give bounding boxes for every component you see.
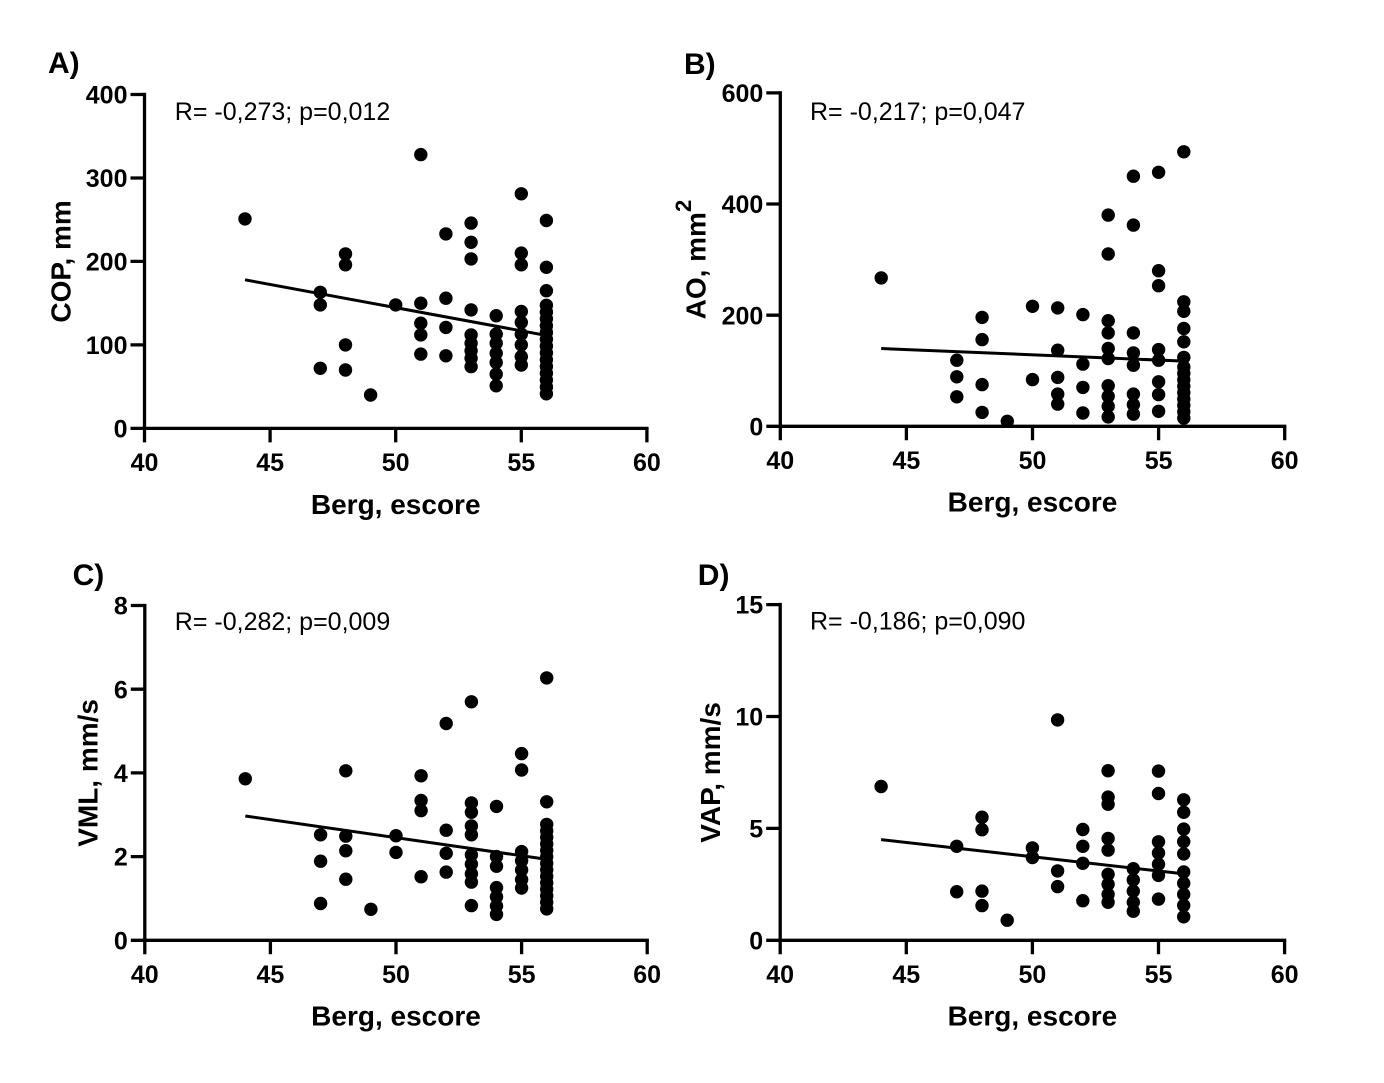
svg-text:2: 2 [114,844,128,872]
svg-text:0: 0 [749,413,763,441]
svg-text:VAP, mm/s: VAP, mm/s [695,702,726,843]
svg-text:Berg, escore: Berg, escore [311,489,481,520]
svg-text:400: 400 [722,191,764,219]
svg-text:45: 45 [256,961,284,989]
svg-text:A): A) [48,47,80,80]
svg-text:Berg, escore: Berg, escore [948,487,1118,518]
svg-text:45: 45 [256,449,284,477]
svg-text:0: 0 [114,416,128,444]
svg-text:0: 0 [114,927,128,955]
svg-text:5: 5 [749,816,763,844]
svg-text:10: 10 [735,704,763,732]
svg-text:0: 0 [749,927,763,955]
svg-text:R= -0,282; p=0,009: R= -0,282; p=0,009 [175,608,390,636]
svg-text:50: 50 [382,449,410,477]
svg-text:6: 6 [114,676,128,704]
svg-text:60: 60 [633,449,661,477]
svg-text:4: 4 [114,760,128,788]
svg-text:Berg, escore: Berg, escore [311,1001,481,1032]
svg-text:55: 55 [507,449,535,477]
svg-text:100: 100 [86,332,128,360]
svg-text:40: 40 [131,449,159,477]
svg-text:VML, mm/s: VML, mm/s [73,699,104,847]
svg-text:300: 300 [86,165,128,193]
svg-text:50: 50 [1019,447,1047,475]
svg-text:40: 40 [766,961,794,989]
svg-text:R= -0,186; p=0,090: R= -0,186; p=0,090 [810,608,1025,636]
svg-text:45: 45 [892,961,920,989]
svg-text:C): C) [73,559,105,592]
svg-text:Berg, escore: Berg, escore [948,1001,1118,1032]
svg-text:55: 55 [1145,961,1173,989]
svg-text:15: 15 [735,592,763,620]
svg-text:50: 50 [1018,961,1046,989]
svg-text:COP, mm: COP, mm [45,200,76,322]
svg-text:55: 55 [508,961,536,989]
svg-text:55: 55 [1145,447,1173,475]
svg-text:50: 50 [382,961,410,989]
svg-text:200: 200 [86,249,128,277]
svg-text:R= -0,273; p=0,012: R= -0,273; p=0,012 [175,98,390,126]
svg-text:D): D) [698,559,730,592]
svg-text:40: 40 [131,961,159,989]
svg-text:8: 8 [114,593,128,621]
svg-text:600: 600 [722,80,764,108]
svg-text:B): B) [684,48,716,81]
svg-text:200: 200 [722,302,764,330]
svg-text:40: 40 [766,447,794,475]
svg-text:60: 60 [1271,447,1299,475]
svg-text:R= -0,217; p=0,047: R= -0,217; p=0,047 [810,98,1025,126]
svg-text:45: 45 [892,447,920,475]
svg-text:400: 400 [86,82,128,110]
svg-text:60: 60 [1271,961,1299,989]
svg-text:60: 60 [633,961,661,989]
